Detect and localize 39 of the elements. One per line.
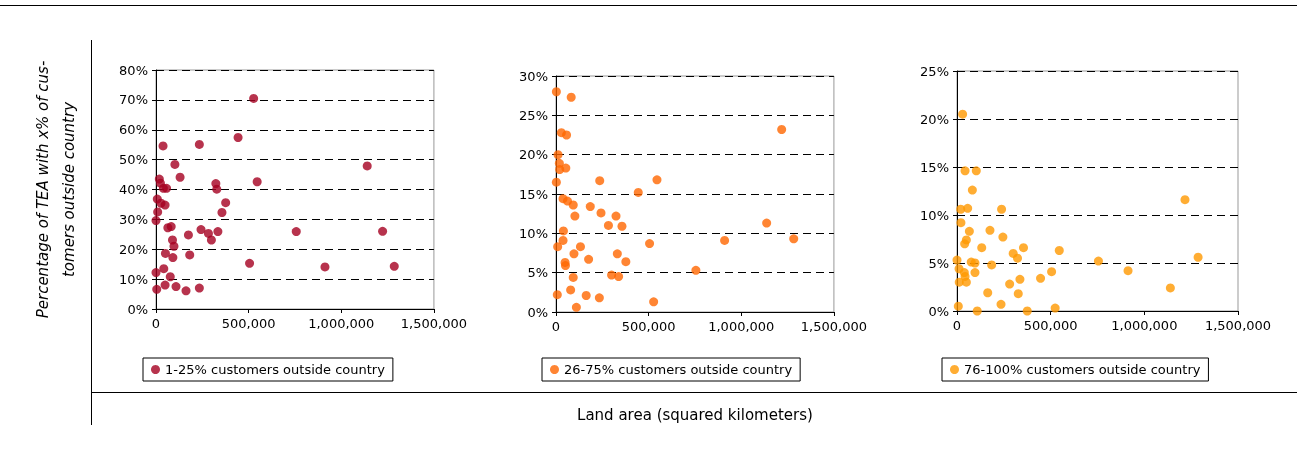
y-tick-label: 50% — [119, 152, 148, 168]
x-tick-label: 1,000,000 — [708, 319, 775, 334]
y-tick-label: 10% — [920, 207, 949, 223]
x-tick-label: 500,000 — [221, 316, 276, 331]
x-axis-title: Land area (squared kilometers) — [577, 405, 813, 424]
legend-label: 76-100% customers outside country — [964, 362, 1201, 377]
x-tick-label: 1,500,000 — [800, 319, 868, 334]
y-tick-label: 0% — [928, 303, 949, 319]
y-tick-label: 10% — [119, 271, 148, 287]
x-tick-label: 0 — [151, 316, 161, 331]
y-tick-label: 60% — [119, 122, 148, 138]
y-tick-label: 20% — [519, 147, 548, 163]
y-tick-label: 5% — [928, 255, 949, 271]
legend-label: 1-25% customers outside country — [165, 362, 386, 377]
y-tick-label: 0% — [527, 304, 548, 320]
y-tick-label: 30% — [119, 211, 148, 227]
x-tick-label: 1,000,000 — [308, 316, 375, 331]
y-tick-label: 25% — [519, 107, 548, 123]
x-tick-label: 1,000,000 — [1111, 318, 1178, 333]
legend-label: 26-75% customers outside country — [564, 362, 793, 377]
y-tick-label: 25% — [920, 63, 949, 79]
x-tick-label: 1,500,000 — [400, 316, 468, 331]
x-tick-label: 1,500,000 — [1204, 318, 1272, 333]
y-tick-label: 20% — [119, 241, 148, 257]
y-tick-label: 40% — [119, 182, 148, 197]
x-tick-label: 0 — [952, 318, 962, 333]
x-tick-label: 0 — [551, 319, 561, 334]
y-tick-label: 15% — [920, 159, 949, 175]
x-tick-label: 500,000 — [1023, 318, 1078, 333]
y-tick-label: 0% — [127, 301, 148, 317]
y-axis-title: Percentage of TEA with x% of cus- tomers outside country — [34, 60, 78, 319]
y-tick-label: 30% — [519, 68, 548, 84]
y-tick-label: 70% — [119, 92, 148, 108]
y-tick-label: 5% — [527, 265, 548, 281]
y-tick-label: 15% — [519, 186, 548, 202]
y-tick-label: 80% — [119, 62, 148, 78]
y-tick-label: 10% — [519, 225, 548, 241]
x-tick-label: 500,000 — [621, 319, 676, 334]
y-tick-label: 20% — [920, 111, 949, 127]
